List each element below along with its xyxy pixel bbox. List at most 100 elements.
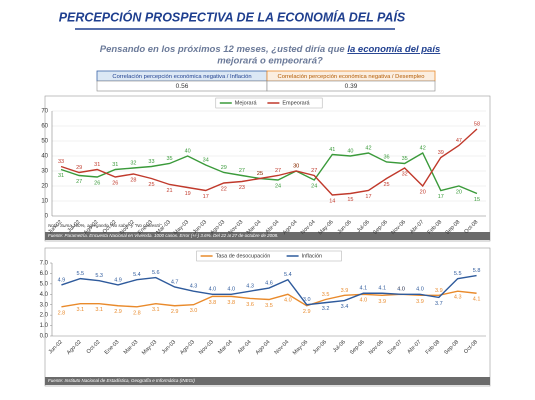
data-label: 4.0 [416,287,424,293]
data-label: 40 [185,148,191,154]
data-label: 29 [76,165,82,171]
data-label: 14 [329,198,335,204]
question-line2: mejorará o empeorará? [217,56,323,67]
data-label: 30 [293,163,299,169]
data-label: 42 [420,145,426,151]
x-tick-label: Oct-02 [86,339,102,355]
data-label: 4.0 [209,287,217,293]
table-header: Correlación percepción económica negativ… [112,74,251,80]
data-label: 25 [257,171,263,177]
data-label: 5.5 [76,271,84,277]
table-header: Correlación percepción económica negativ… [278,74,425,80]
x-tick-label: Abr-07 [406,339,422,355]
data-label: 40 [347,148,353,154]
data-label: 4.0 [284,298,292,304]
data-label: 3.8 [209,300,217,306]
data-label: 31 [94,162,100,168]
y-tick-label: 0 [45,214,49,220]
data-label: 41 [329,147,335,153]
data-label: 27 [76,179,82,185]
x-tick-label: Ene-03 [104,339,121,356]
data-label: 17 [365,194,371,200]
data-label: 31 [58,173,64,179]
data-label: 4.6 [265,280,273,286]
data-label: 3.2 [322,306,330,312]
question-underlined: la economía del país [347,44,440,55]
data-label: 28 [130,177,136,183]
data-label: 58 [474,121,480,127]
x-tick-label: Ago-02 [66,339,83,356]
data-label: 35 [402,156,408,162]
data-label: 20 [456,189,462,195]
data-label: 20 [420,189,426,195]
data-label: 2.8 [133,310,141,316]
data-label: 3.0 [190,308,198,314]
data-label: 4.1 [378,286,386,292]
data-label: 5.3 [95,273,103,279]
data-label: 3.1 [95,307,103,313]
note: Nota: Suma 100%, agregando "No sabe" y "… [48,223,162,228]
table-value: 0.56 [176,83,189,90]
data-label: 21 [166,188,172,194]
data-label: 3.1 [152,307,160,313]
data-label: 5.4 [284,272,292,278]
legend-box [196,250,342,262]
x-tick-label: Jun-06 [312,339,328,355]
x-tick-label: Nov-04 [274,339,291,356]
table-value: 0.39 [345,83,358,90]
data-label: 35 [166,156,172,162]
data-label: 19 [185,191,191,197]
data-label: 2.8 [58,310,66,316]
source: Fuente: Parametría. Encuesta Nacional en… [48,233,278,238]
x-tick-label: Ago-04 [255,339,272,356]
data-label: 3.4 [341,304,349,310]
series-line [60,152,478,195]
data-label: 42 [365,145,371,151]
x-tick-label: May-06 [292,339,309,356]
data-label: 4.7 [171,279,179,285]
data-label: 3.1 [76,307,84,313]
data-label: 5.4 [133,272,141,278]
y-tick-label: 10 [41,199,48,205]
y-tick-label: 2.0 [40,313,49,319]
x-tick-label: Sep-06 [349,339,366,356]
legend-label: Mejorará [235,100,258,106]
question-pre: Pensando en los próximos 12 meses, ¿uste… [100,44,348,55]
data-label: 2.9 [114,309,122,315]
x-tick-label: Oct-08 [463,339,479,355]
data-label: 3.8 [227,300,235,306]
data-label: 27 [239,168,245,174]
table-cell [266,80,436,92]
x-tick-label: Jul-06 [356,219,371,234]
data-label: 26 [94,180,100,186]
x-tick-label: Ago-03 [179,339,196,356]
data-label: 3.9 [378,299,386,305]
source: Fuente: Instituto Nacional de Estadístic… [48,378,195,383]
x-tick-label: Abr-04 [237,339,253,355]
y-tick-label: 30 [41,169,48,175]
data-label: 34 [203,157,209,163]
data-label: 22 [221,186,227,192]
data-label: 32 [130,160,136,166]
y-tick-label: 5.0 [40,281,49,287]
series-line [60,128,478,196]
data-label: 4.1 [360,286,368,292]
data-label: 4.0 [397,287,405,293]
y-tick-label: 6.0 [40,271,49,277]
data-label: 4.3 [190,284,198,290]
data-label: 3.9 [341,288,349,294]
data-label: 39 [438,150,444,156]
chart-frame [44,247,491,387]
y-tick-label: 40 [41,154,48,160]
y-tick-label: 50 [41,139,48,145]
data-label: 3.7 [435,301,443,307]
chart-frame [44,95,491,242]
y-tick-label: 0.0 [40,334,49,340]
question: Pensando en los próximos 12 meses, ¿uste… [100,44,441,55]
y-tick-label: 60 [41,124,48,130]
data-label: 24 [275,183,281,189]
x-tick-label: Ene-07 [387,339,404,356]
data-label: 47 [456,138,462,144]
data-label: 17 [438,194,444,200]
y-tick-label: 1.0 [40,323,49,329]
